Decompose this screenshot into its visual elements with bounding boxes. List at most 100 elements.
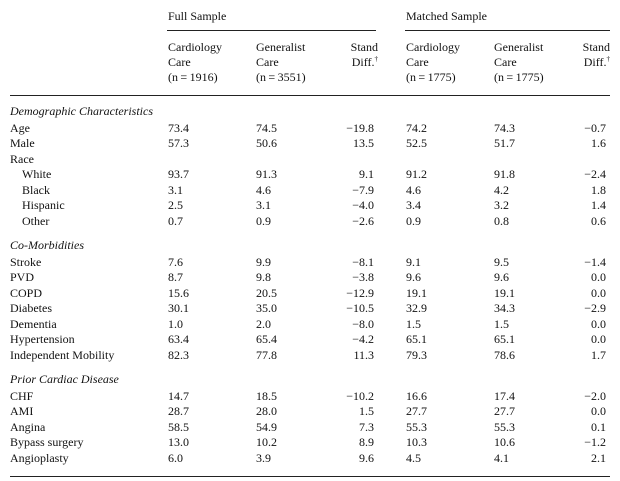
table-cell: 74.3 bbox=[494, 120, 515, 135]
row-label: COPD bbox=[10, 285, 43, 300]
table-cell: −19.8 bbox=[346, 120, 374, 135]
row-label: Stroke bbox=[10, 254, 42, 269]
column-header-text: Diff. bbox=[351, 55, 375, 69]
table-cell: 17.4 bbox=[494, 388, 515, 403]
table-cell: 1.7 bbox=[591, 347, 606, 362]
row-label: Hypertension bbox=[10, 332, 75, 346]
table-cell: 11.3 bbox=[353, 347, 374, 362]
table-cell: 28.0 bbox=[256, 404, 277, 418]
row-label: Race bbox=[10, 151, 34, 166]
table-cell: 0.0 bbox=[591, 404, 606, 418]
table-cell: 3.2 bbox=[494, 198, 509, 212]
table-cell: 1.5 bbox=[406, 316, 421, 331]
table-cell: 6.0 bbox=[168, 450, 183, 465]
table-cell: 9.9 bbox=[256, 254, 271, 269]
table-cell: 91.2 bbox=[406, 167, 427, 181]
table-cell: 1.8 bbox=[591, 182, 606, 197]
table-cell: 0.8 bbox=[494, 213, 509, 228]
table-cell: 8.9 bbox=[359, 435, 374, 449]
column-header-line: Stand bbox=[582, 40, 610, 54]
table-cell: −10.2 bbox=[346, 388, 374, 403]
table-cell: 13.5 bbox=[353, 136, 374, 150]
section-title: Demographic Characteristics bbox=[10, 104, 153, 118]
row-label: Angioplasty bbox=[10, 450, 69, 465]
table-cell: 4.6 bbox=[406, 182, 421, 197]
table-cell: −8.1 bbox=[352, 254, 374, 269]
column-header-line: Care bbox=[494, 55, 517, 69]
column-header-line: (n = 1775) bbox=[406, 70, 456, 84]
table-cell: 4.6 bbox=[256, 182, 271, 197]
table-cell: 65.1 bbox=[494, 332, 515, 346]
group-rule-full-sample bbox=[167, 30, 376, 31]
column-header-line: Care bbox=[168, 55, 191, 69]
table-cell: 55.3 bbox=[494, 419, 515, 434]
table-cell: 3.9 bbox=[256, 450, 271, 465]
table-cell: 3.1 bbox=[256, 198, 271, 212]
table-cell: 10.2 bbox=[256, 435, 277, 449]
table-cell: 2.0 bbox=[256, 316, 271, 331]
row-label: Independent Mobility bbox=[10, 347, 115, 362]
table-cell: 27.7 bbox=[494, 404, 515, 418]
table-cell: 9.6 bbox=[406, 270, 421, 284]
column-header-line: (n = 3551) bbox=[256, 70, 306, 84]
table-cell: −1.2 bbox=[584, 435, 606, 449]
row-label: Hispanic bbox=[22, 198, 65, 212]
column-header-line: Care bbox=[406, 55, 429, 69]
row-label: PVD bbox=[10, 270, 35, 284]
table-cell: 10.3 bbox=[406, 435, 427, 449]
row-label: White bbox=[22, 167, 52, 181]
table-cell: 9.1 bbox=[406, 254, 421, 269]
table-cell: 79.3 bbox=[406, 347, 427, 362]
table-cell: 74.2 bbox=[406, 120, 427, 135]
table-cell: 0.9 bbox=[256, 213, 271, 228]
table-cell: −12.9 bbox=[346, 285, 374, 300]
table-cell: −4.0 bbox=[352, 198, 374, 212]
column-header-text: Diff. bbox=[583, 55, 607, 69]
table-cell: 8.7 bbox=[168, 270, 183, 284]
row-label: AMI bbox=[10, 404, 34, 418]
header-bottom-rule bbox=[10, 95, 610, 96]
table-cell: 65.4 bbox=[256, 332, 277, 346]
table-cell: 78.6 bbox=[494, 347, 515, 362]
table-cell: 0.6 bbox=[591, 213, 606, 228]
table-cell: 77.8 bbox=[256, 347, 277, 362]
table-cell: −10.5 bbox=[346, 301, 374, 315]
table-cell: −1.4 bbox=[584, 254, 606, 269]
table-cell: 91.3 bbox=[256, 167, 277, 181]
table-cell: 58.5 bbox=[168, 419, 189, 434]
table-cell: 1.6 bbox=[591, 136, 606, 150]
row-label: Age bbox=[10, 120, 30, 135]
table-cell: −2.4 bbox=[584, 167, 606, 181]
table-cell: 1.0 bbox=[168, 316, 183, 331]
table-cell: 55.3 bbox=[406, 419, 427, 434]
table-cell: 7.6 bbox=[168, 254, 183, 269]
table-cell: −0.7 bbox=[584, 120, 606, 135]
table-cell: 18.5 bbox=[256, 388, 277, 403]
column-header-line: Cardiology bbox=[168, 40, 222, 54]
table-cell: 16.6 bbox=[406, 388, 427, 403]
table-cell: 32.9 bbox=[406, 301, 427, 315]
table-cell: 3.4 bbox=[406, 198, 421, 212]
table-cell: 65.1 bbox=[406, 332, 427, 346]
column-header-last-line: Diff.† bbox=[336, 55, 378, 69]
table-cell: 0.0 bbox=[591, 316, 606, 331]
table-cell: 2.5 bbox=[168, 198, 183, 212]
table-cell: 3.1 bbox=[168, 182, 183, 197]
table-cell: 0.0 bbox=[591, 270, 606, 284]
table-cell: 30.1 bbox=[168, 301, 189, 315]
table-cell: 20.5 bbox=[256, 285, 277, 300]
dagger-footnote-mark: † bbox=[374, 55, 379, 63]
table-cell: 52.5 bbox=[406, 136, 427, 150]
row-label: Angina bbox=[10, 419, 46, 434]
table-cell: 9.6 bbox=[359, 450, 374, 465]
table-cell: 7.3 bbox=[359, 419, 374, 434]
table-cell: 13.0 bbox=[168, 435, 189, 449]
table-cell: 19.1 bbox=[494, 285, 515, 300]
table-cell: 1.5 bbox=[359, 404, 374, 418]
section-title: Prior Cardiac Disease bbox=[10, 372, 119, 386]
column-header-line: (n = 1916) bbox=[168, 70, 218, 84]
table-cell: 0.0 bbox=[591, 332, 606, 346]
table-cell: 28.7 bbox=[168, 404, 189, 418]
table-cell: 93.7 bbox=[168, 167, 189, 181]
column-header-line: Generalist bbox=[256, 40, 306, 54]
